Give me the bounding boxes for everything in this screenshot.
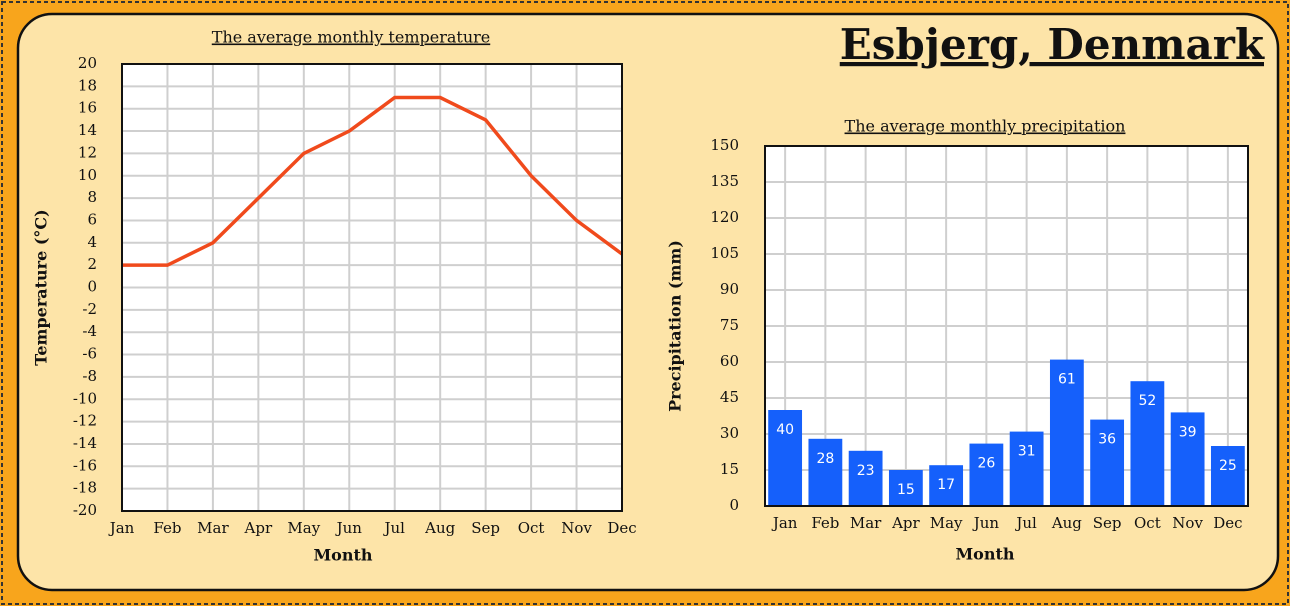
y-tick-label: 150 bbox=[710, 136, 739, 154]
x-tick-label: Jun bbox=[335, 519, 363, 537]
x-tick-label: Jul bbox=[382, 519, 405, 537]
bar bbox=[1210, 446, 1245, 506]
chart-title: The average monthly temperature bbox=[212, 28, 490, 47]
bar bbox=[848, 450, 883, 506]
bar-value-label: 28 bbox=[816, 451, 834, 467]
x-tick-label: Feb bbox=[811, 514, 839, 532]
x-tick-label: May bbox=[930, 514, 963, 532]
bar bbox=[888, 470, 923, 506]
x-tick-label: Aug bbox=[1051, 514, 1082, 532]
y-tick-label: 8 bbox=[87, 188, 97, 206]
x-tick-label: Sep bbox=[1093, 514, 1122, 532]
x-tick-label: Aug bbox=[424, 519, 455, 537]
x-tick-label: May bbox=[287, 519, 320, 537]
x-tick-label: Feb bbox=[153, 519, 181, 537]
x-tick-label: Apr bbox=[244, 519, 273, 537]
y-tick-label: -18 bbox=[73, 479, 97, 497]
y-tick-label: 135 bbox=[710, 172, 739, 190]
x-tick-label: Mar bbox=[197, 519, 229, 537]
bar bbox=[1130, 381, 1165, 506]
x-tick-label: Jul bbox=[1014, 514, 1037, 532]
bar bbox=[1009, 431, 1044, 506]
bar bbox=[808, 438, 843, 506]
y-tick-label: 30 bbox=[720, 424, 739, 442]
bar-value-label: 15 bbox=[897, 482, 915, 498]
bar-value-label: 26 bbox=[977, 456, 995, 472]
x-tick-label: Jan bbox=[771, 514, 798, 532]
bar bbox=[969, 443, 1004, 506]
y-tick-label: -4 bbox=[82, 322, 97, 340]
x-tick-label: Mar bbox=[850, 514, 882, 532]
x-tick-label: Sep bbox=[471, 519, 500, 537]
x-tick-label: Dec bbox=[607, 519, 636, 537]
y-tick-label: 4 bbox=[87, 233, 97, 251]
y-tick-label: 75 bbox=[720, 316, 739, 334]
y-tick-label: 0 bbox=[729, 496, 739, 514]
chart-title: The average monthly precipitation bbox=[845, 117, 1126, 136]
y-tick-label: -12 bbox=[73, 412, 97, 430]
x-tick-label: Nov bbox=[561, 519, 592, 537]
bar bbox=[1170, 412, 1205, 506]
y-tick-label: 6 bbox=[87, 210, 97, 228]
y-tick-label: -14 bbox=[73, 434, 97, 452]
y-tick-label: 45 bbox=[720, 388, 739, 406]
y-tick-label: 105 bbox=[710, 244, 739, 262]
y-tick-label: -2 bbox=[82, 300, 97, 318]
y-tick-label: 18 bbox=[78, 76, 97, 94]
x-tick-label: Oct bbox=[1134, 514, 1161, 532]
x-tick-label: Jun bbox=[972, 514, 1000, 532]
y-tick-label: -6 bbox=[82, 345, 97, 363]
bar bbox=[768, 410, 803, 506]
bar-value-label: 17 bbox=[937, 477, 955, 493]
x-tick-label: Nov bbox=[1172, 514, 1203, 532]
y-tick-label: 60 bbox=[720, 352, 739, 370]
y-tick-label: 16 bbox=[78, 99, 97, 117]
y-tick-label: 120 bbox=[710, 208, 739, 226]
x-tick-label: Jan bbox=[108, 519, 135, 537]
bar-value-label: 25 bbox=[1219, 458, 1237, 474]
x-axis-label: Month bbox=[313, 546, 372, 565]
y-tick-label: 12 bbox=[78, 143, 97, 161]
bar-value-label: 23 bbox=[857, 463, 875, 479]
y-tick-label: 14 bbox=[78, 121, 97, 139]
bar-value-label: 40 bbox=[776, 422, 794, 438]
y-tick-label: 90 bbox=[720, 280, 739, 298]
y-tick-label: -16 bbox=[73, 456, 97, 474]
bar bbox=[929, 465, 964, 506]
x-axis-label: Month bbox=[955, 545, 1014, 564]
y-tick-label: 10 bbox=[78, 166, 97, 184]
y-tick-label: 20 bbox=[78, 54, 97, 72]
y-tick-label: 2 bbox=[87, 255, 97, 273]
bar-value-label: 36 bbox=[1098, 432, 1116, 448]
plot-border bbox=[121, 63, 623, 512]
y-tick-label: -20 bbox=[73, 501, 97, 519]
y-axis-label: Temperature (°C) bbox=[32, 209, 51, 365]
y-tick-label: -8 bbox=[82, 367, 97, 385]
plot-border bbox=[764, 145, 1249, 507]
bar-value-label: 52 bbox=[1138, 393, 1156, 409]
x-tick-label: Dec bbox=[1213, 514, 1242, 532]
y-tick-label: 0 bbox=[87, 278, 97, 296]
bar-value-label: 61 bbox=[1058, 372, 1076, 388]
page-title: Esbjerg, Denmark bbox=[840, 20, 1265, 69]
y-tick-label: 15 bbox=[720, 460, 739, 478]
temperature-line bbox=[122, 95, 624, 267]
y-axis-label: Precipitation (mm) bbox=[666, 240, 685, 412]
x-tick-label: Oct bbox=[518, 519, 545, 537]
y-tick-label: -10 bbox=[73, 389, 97, 407]
x-tick-label: Apr bbox=[891, 514, 920, 532]
bar-value-label: 39 bbox=[1179, 424, 1197, 440]
bar bbox=[1049, 359, 1084, 506]
bar-value-label: 31 bbox=[1018, 444, 1036, 460]
bar bbox=[1090, 419, 1125, 506]
